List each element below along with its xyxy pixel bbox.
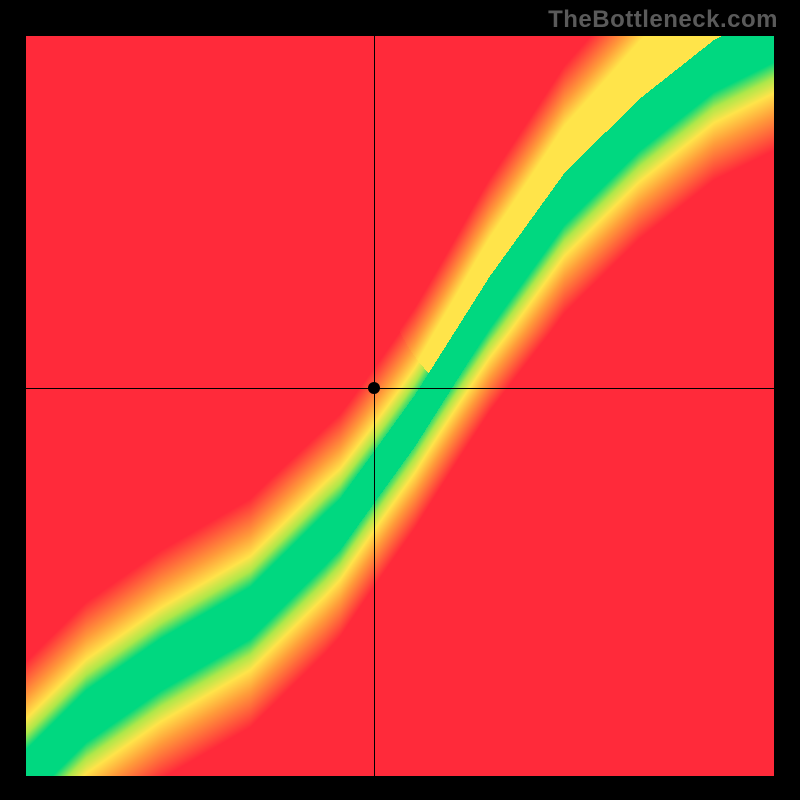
crosshair-marker xyxy=(368,382,380,394)
plot-area xyxy=(26,36,774,776)
crosshair-vertical xyxy=(374,36,375,776)
chart-frame: TheBottleneck.com xyxy=(0,0,800,800)
heatmap-canvas xyxy=(26,36,774,776)
crosshair-horizontal xyxy=(26,388,774,389)
watermark: TheBottleneck.com xyxy=(548,6,778,34)
